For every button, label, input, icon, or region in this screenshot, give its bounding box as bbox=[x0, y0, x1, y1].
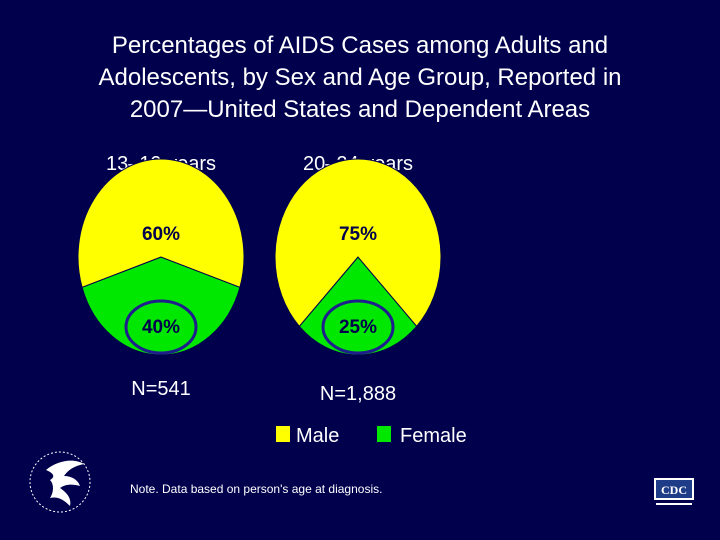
title-line-1: Percentages of AIDS Cases among Adults a… bbox=[111, 32, 609, 59]
pie-2-female-data-label: 25% bbox=[339, 317, 377, 338]
legend-female-label: Female bbox=[400, 425, 467, 447]
pie-2 bbox=[274, 158, 442, 356]
title-line-3: 2007—United States and Dependent Areas bbox=[129, 96, 591, 123]
pie-1-n-label: N=541 bbox=[131, 378, 191, 400]
hhs-eagle-icon bbox=[46, 460, 84, 506]
hhs-logo bbox=[29, 451, 91, 513]
legend-male-label: Male bbox=[296, 425, 339, 447]
pie-1 bbox=[77, 158, 245, 356]
pie-1-male-slice bbox=[77, 158, 245, 288]
pie-1-male-data-label: 60% bbox=[142, 224, 180, 245]
pie-1-female-data-label: 40% bbox=[142, 317, 180, 338]
legend-female-swatch bbox=[377, 426, 391, 442]
cdc-logo-text: CDC bbox=[661, 483, 687, 497]
cdc-logo-underline bbox=[656, 503, 692, 505]
pie-2-male-slice bbox=[274, 158, 442, 328]
hhs-logo-ring bbox=[29, 451, 91, 513]
title-line-2: Adolescents, by Sex and Age Group, Repor… bbox=[98, 64, 622, 91]
pie-1-female-slice bbox=[81, 256, 241, 356]
pie-2-female-slice bbox=[298, 256, 418, 356]
legend-male-swatch bbox=[276, 426, 290, 442]
pie-2-n-label: N=1,888 bbox=[320, 383, 396, 405]
cdc-logo-inner bbox=[656, 480, 692, 498]
cdc-logo: CDC bbox=[654, 478, 694, 505]
footnote: Note. Data based on person's age at diag… bbox=[130, 482, 383, 496]
pie-2-female-highlight-ring bbox=[321, 299, 395, 355]
pie-1-female-highlight-ring bbox=[124, 299, 198, 355]
pie-2-male-data-label: 75% bbox=[339, 224, 377, 245]
chart-title: Percentages of AIDS Cases among Adults a… bbox=[40, 30, 680, 126]
